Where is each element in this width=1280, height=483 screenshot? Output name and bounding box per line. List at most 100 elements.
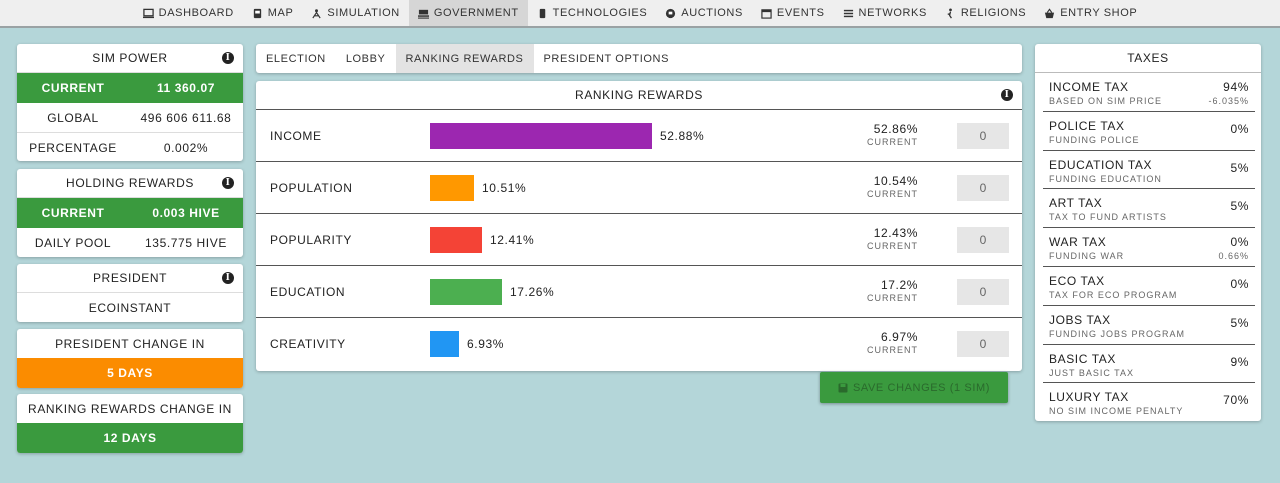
pray-icon — [945, 7, 956, 19]
ranking-input[interactable] — [957, 123, 1009, 149]
nav-networks[interactable]: NETWORKS — [834, 0, 936, 26]
tax-row: ECO TAX TAX FOR ECO PROGRAM 0% — [1043, 267, 1255, 306]
map-icon — [252, 8, 263, 19]
ranking-current: 6.97% CURRENT — [867, 330, 918, 355]
ranking-label: POPULARITY — [270, 232, 353, 247]
nav-map[interactable]: MAP — [243, 0, 303, 26]
taxes-title: TAXES — [1127, 51, 1169, 65]
ranking-change-title: RANKING REWARDS CHANGE IN — [28, 401, 232, 416]
ranking-input[interactable] — [957, 331, 1009, 357]
ranking-label: POPULATION — [270, 180, 353, 195]
ranking-bar-percent: 6.93% — [467, 337, 505, 351]
info-icon[interactable]: i — [222, 272, 234, 284]
card-title: PRESIDENT CHANGE IN — [17, 329, 243, 358]
nav-events[interactable]: EVENTS — [752, 0, 834, 26]
president-title: PRESIDENT — [92, 271, 168, 285]
nav-government[interactable]: GOVERNMENT — [408, 0, 528, 26]
basket-icon — [1044, 7, 1055, 19]
info-icon[interactable]: i — [222, 177, 234, 189]
nav-religions[interactable]: RELIGIONS — [936, 0, 1035, 26]
nav-label: AUCTIONS — [681, 7, 743, 19]
tab-lobby[interactable]: LOBBY — [345, 52, 386, 65]
tax-name: ART TAX — [1049, 196, 1103, 211]
nav-label: ENTRY SHOP — [1060, 7, 1138, 19]
president-name: ECOINSTANT — [17, 293, 243, 322]
nav-technologies[interactable]: TECHNOLOGIES — [528, 0, 657, 26]
sim-power-card: SIM POWER i CURRENT 11 360.07 GLOBAL 496… — [17, 44, 243, 161]
ranking-change-value: 12 DAYS — [17, 423, 243, 453]
tax-description: JUST BASIC TAX — [1049, 367, 1135, 378]
current-percent: 12.43% — [873, 226, 918, 240]
tax-row: EDUCATION TAX FUNDING EDUCATION 5% — [1043, 151, 1255, 190]
calendar-icon — [761, 8, 772, 19]
row-value: 0.002% — [163, 141, 209, 155]
tax-description: TAX FOR ECO PROGRAM — [1049, 289, 1178, 300]
ranking-current: 52.86% CURRENT — [867, 122, 918, 147]
tab-ranking-rewards[interactable]: RANKING REWARDS — [395, 44, 534, 73]
card-title: RANKING REWARDS CHANGE IN — [17, 394, 243, 423]
current-label: CURRENT — [867, 345, 918, 355]
ranking-bar — [430, 279, 502, 305]
tax-value: 0% — [1230, 121, 1249, 136]
info-icon[interactable]: i — [222, 52, 234, 64]
ranking-row-population: POPULATION 10.51% 10.54% CURRENT — [256, 162, 1022, 214]
ranking-change-card: RANKING REWARDS CHANGE IN 12 DAYS — [17, 394, 243, 453]
ranking-bar — [430, 331, 459, 357]
save-icon — [838, 383, 848, 392]
ranking-label: INCOME — [270, 128, 322, 143]
top-nav: DASHBOARD MAP SIMULATION GOVERNMENT TECH… — [0, 0, 1280, 28]
nav-label: EVENTS — [776, 7, 825, 19]
tax-name: WAR TAX — [1049, 235, 1107, 250]
ranking-row-income: INCOME 52.88% 52.86% CURRENT — [256, 110, 1022, 162]
nav-label: RELIGIONS — [960, 7, 1027, 19]
nav-auctions[interactable]: AUCTIONS — [656, 0, 752, 26]
countdown-text: 12 DAYS — [103, 431, 157, 445]
nav-simulation[interactable]: SIMULATION — [302, 0, 408, 26]
row-value: 0.003 HIVE — [152, 206, 220, 220]
tax-sub-value: 0.66% — [1218, 251, 1249, 262]
government-tabs: ELECTION LOBBY RANKING REWARDS PRESIDENT… — [256, 44, 1022, 73]
tax-description: FUNDING EDUCATION — [1049, 173, 1162, 184]
taxes-card: TAXES INCOME TAX BASED ON SIM PRICE 94% -6.… — [1035, 44, 1261, 421]
tax-description: NO SIM INCOME PENALTY — [1049, 406, 1184, 417]
ranking-input[interactable] — [957, 227, 1009, 253]
ranking-bar-percent: 12.41% — [490, 233, 535, 247]
card-title: SIM POWER i — [17, 44, 243, 73]
nav-dashboard[interactable]: DASHBOARD — [134, 0, 243, 26]
tax-value: 0% — [1230, 235, 1249, 250]
row-label: DAILY POOL — [34, 236, 112, 250]
row-value: 496 606 611.68 — [140, 110, 232, 125]
current-percent: 17.2% — [880, 278, 918, 292]
ranking-row-creativity: CREATIVITY 6.93% 6.97% CURRENT — [256, 318, 1022, 370]
tax-row: BASIC TAX JUST BASIC TAX 9% — [1043, 345, 1255, 384]
current-label: CURRENT — [867, 137, 918, 147]
ranking-input[interactable] — [957, 175, 1009, 201]
president-change-title: PRESIDENT CHANGE IN — [55, 336, 205, 351]
tab-president-options[interactable]: PRESIDENT OPTIONS — [543, 52, 670, 65]
tax-description: FUNDING WAR — [1049, 251, 1125, 262]
holding-rewards-title: HOLDING REWARDS — [66, 176, 194, 190]
tab-election[interactable]: ELECTION — [266, 52, 326, 65]
current-label: CURRENT — [867, 293, 918, 303]
tax-name: LUXURY TAX — [1049, 390, 1129, 405]
tax-row: LUXURY TAX NO SIM INCOME PENALTY 70% — [1043, 383, 1255, 421]
info-icon[interactable]: i — [1001, 89, 1013, 101]
tax-name: POLICE TAX — [1049, 118, 1125, 133]
nav-entry-shop[interactable]: ENTRY SHOP — [1035, 0, 1146, 26]
president-change-card: PRESIDENT CHANGE IN 5 DAYS — [17, 329, 243, 388]
card-title: PRESIDENT i — [17, 264, 243, 293]
tax-sub-value: -6.035% — [1208, 96, 1249, 106]
current-percent: 52.86% — [873, 122, 918, 136]
ranking-bar-percent: 17.26% — [510, 285, 555, 299]
ranking-input[interactable] — [957, 279, 1009, 305]
ranking-current: 12.43% CURRENT — [867, 226, 918, 251]
save-changes-button[interactable]: SAVE CHANGES (1 SIM) — [820, 372, 1008, 403]
tax-value: 5% — [1230, 315, 1249, 330]
tax-name: INCOME TAX — [1049, 80, 1129, 94]
tax-value: 70% — [1223, 393, 1249, 408]
current-label: CURRENT — [867, 189, 918, 199]
sim-power-global-row: GLOBAL 496 606 611.68 — [17, 103, 243, 133]
nav-label: NETWORKS — [858, 7, 927, 19]
nav-label: SIMULATION — [327, 7, 400, 19]
sim-power-title: SIM POWER — [92, 51, 168, 65]
